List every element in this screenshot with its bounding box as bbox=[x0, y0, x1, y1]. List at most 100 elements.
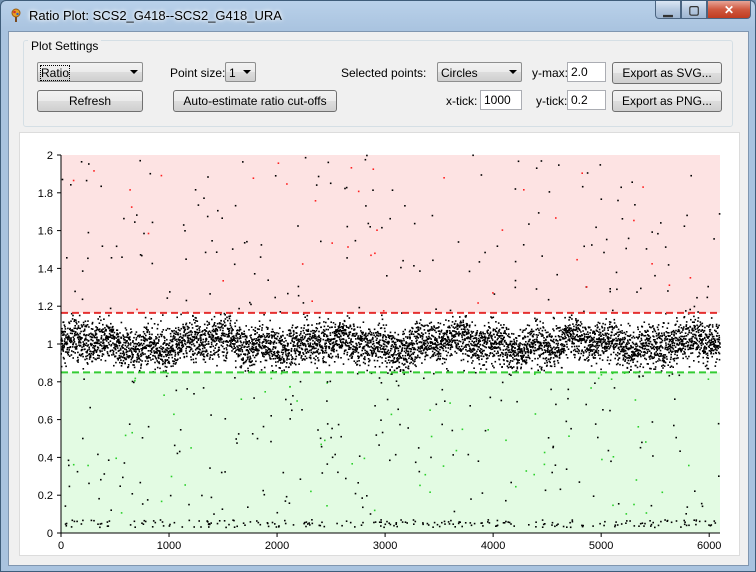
ratio-scatter-plot[interactable]: 00.20.40.60.811.21.41.61.820 1000 2000 3000… bbox=[20, 133, 739, 555]
data-point bbox=[440, 343, 443, 346]
data-point bbox=[108, 354, 110, 357]
data-point bbox=[248, 345, 250, 348]
data-point bbox=[294, 358, 297, 360]
data-point bbox=[205, 338, 208, 340]
data-point bbox=[413, 222, 416, 225]
data-point bbox=[311, 335, 314, 338]
data-point bbox=[469, 522, 472, 524]
minimize-button[interactable]: ▁ bbox=[655, 1, 681, 19]
data-point bbox=[69, 341, 72, 344]
data-point bbox=[406, 361, 409, 363]
plot-type-select[interactable]: Ratio bbox=[37, 62, 143, 82]
data-point bbox=[554, 525, 556, 528]
data-point bbox=[516, 362, 519, 364]
data-point bbox=[435, 349, 438, 352]
data-point bbox=[171, 350, 174, 352]
data-point bbox=[215, 338, 217, 340]
data-point bbox=[103, 318, 105, 320]
data-point bbox=[311, 337, 313, 339]
data-point bbox=[514, 279, 517, 282]
data-point bbox=[515, 354, 518, 357]
ytick-input[interactable] bbox=[567, 90, 606, 110]
ymax-input[interactable] bbox=[567, 62, 606, 82]
data-point bbox=[297, 285, 300, 288]
plot-area[interactable]: 0 0.2 0.4 0.6 0.8 1 1.2 1.4 1.6 1.8 2 0 1000 2000 3000… bbox=[19, 132, 740, 556]
data-point bbox=[142, 335, 144, 338]
data-point bbox=[479, 332, 481, 334]
data-point bbox=[577, 348, 580, 351]
data-point bbox=[174, 353, 177, 356]
data-point bbox=[352, 341, 354, 343]
data-point bbox=[214, 330, 217, 333]
data-point bbox=[271, 328, 274, 331]
data-point bbox=[179, 357, 181, 359]
data-point bbox=[352, 334, 354, 337]
data-point bbox=[68, 346, 70, 349]
data-point bbox=[195, 325, 197, 327]
data-point bbox=[327, 339, 329, 342]
export-png-button[interactable]: Export as PNG... bbox=[612, 90, 722, 112]
data-point bbox=[570, 337, 573, 339]
data-point bbox=[322, 361, 325, 364]
data-point bbox=[268, 351, 270, 354]
data-point bbox=[148, 342, 151, 344]
data-point bbox=[525, 345, 528, 347]
close-button[interactable]: ✕ bbox=[707, 1, 751, 19]
data-point bbox=[98, 322, 101, 324]
data-point bbox=[184, 333, 187, 335]
window-controls: ▁ ▢ ✕ bbox=[655, 1, 751, 19]
data-point bbox=[475, 334, 478, 336]
auto-estimate-button[interactable]: Auto-estimate ratio cut-offs bbox=[173, 90, 337, 112]
data-point bbox=[304, 344, 307, 346]
data-point bbox=[71, 332, 74, 335]
data-point bbox=[440, 340, 442, 342]
data-point bbox=[481, 339, 484, 342]
data-point bbox=[297, 294, 300, 297]
data-point bbox=[542, 357, 545, 360]
data-point bbox=[244, 338, 247, 341]
data-point bbox=[469, 338, 472, 340]
data-point bbox=[236, 337, 239, 339]
data-point bbox=[275, 342, 278, 344]
data-point bbox=[78, 327, 80, 329]
data-point bbox=[101, 345, 103, 347]
data-point bbox=[338, 333, 341, 335]
refresh-button[interactable]: Refresh bbox=[37, 90, 143, 112]
data-point bbox=[385, 357, 387, 359]
point-size-select[interactable]: 1 bbox=[225, 62, 256, 82]
data-point bbox=[160, 345, 162, 348]
data-point bbox=[180, 313, 182, 316]
data-point bbox=[333, 331, 336, 333]
title-bar[interactable]: Ratio Plot: SCS2_G418--SCS2_G418_URA ▁ ▢… bbox=[1, 1, 755, 31]
data-point bbox=[115, 361, 117, 364]
data-point bbox=[321, 352, 324, 354]
data-point bbox=[121, 362, 124, 365]
data-point bbox=[505, 333, 508, 335]
data-point bbox=[445, 358, 447, 361]
data-point bbox=[377, 335, 380, 337]
data-point bbox=[517, 335, 520, 337]
data-point bbox=[136, 308, 138, 311]
data-point bbox=[465, 343, 468, 346]
data-point bbox=[216, 364, 218, 367]
maximize-button[interactable]: ▢ bbox=[681, 1, 707, 19]
xtick-input[interactable] bbox=[480, 90, 522, 110]
export-svg-button[interactable]: Export as SVG... bbox=[612, 62, 722, 84]
data-point bbox=[533, 341, 536, 344]
data-point bbox=[166, 343, 169, 345]
data-point bbox=[392, 336, 395, 338]
data-point bbox=[235, 337, 237, 340]
data-point bbox=[256, 437, 259, 440]
data-point bbox=[589, 332, 591, 334]
data-point bbox=[482, 345, 485, 347]
data-point bbox=[63, 344, 65, 347]
data-point bbox=[149, 345, 152, 347]
data-point bbox=[315, 339, 318, 341]
data-point bbox=[574, 335, 577, 338]
data-point bbox=[153, 352, 156, 354]
data-point bbox=[232, 348, 234, 350]
data-point bbox=[400, 339, 402, 342]
data-point bbox=[201, 347, 204, 350]
data-point bbox=[430, 347, 433, 349]
selected-points-select[interactable]: Circles bbox=[437, 62, 522, 82]
